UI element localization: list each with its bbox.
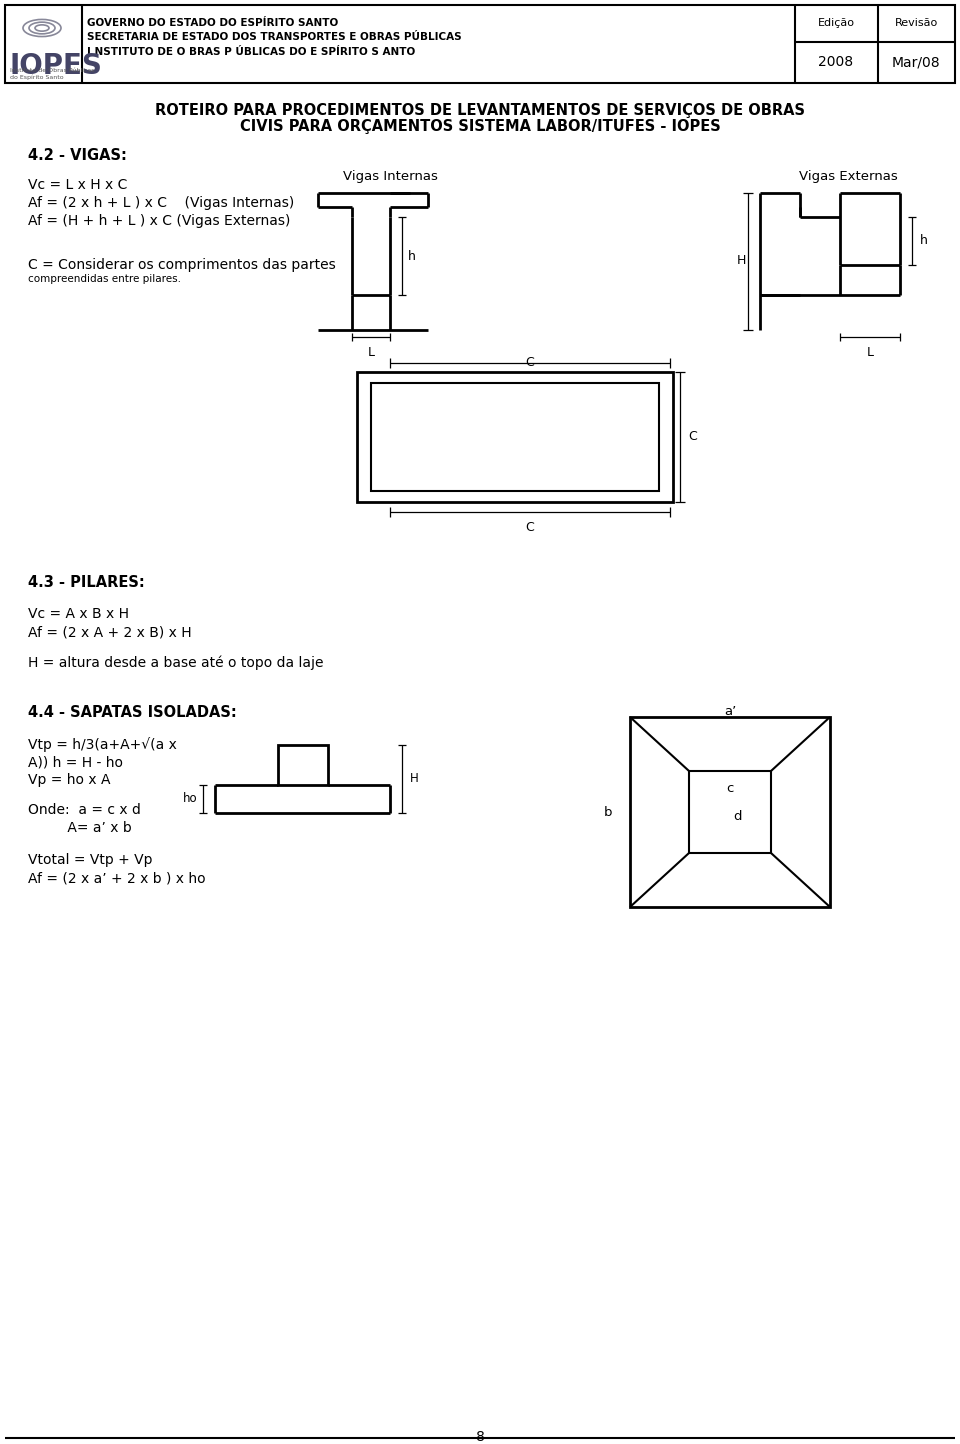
Text: IOPES: IOPES	[10, 52, 103, 79]
Text: compreendidas entre pilares.: compreendidas entre pilares.	[28, 274, 181, 284]
Text: H: H	[737, 254, 746, 267]
Text: ho: ho	[183, 793, 198, 806]
Text: do Espírito Santo: do Espírito Santo	[10, 75, 63, 81]
Text: A= a’ x b: A= a’ x b	[28, 822, 132, 835]
Bar	[5, 4, 955, 82]
Text: Vigas Internas: Vigas Internas	[343, 170, 438, 183]
Bar	[357, 373, 673, 503]
Text: L: L	[368, 347, 374, 360]
Text: Af = (2 x a’ + 2 x b ) x ho: Af = (2 x a’ + 2 x b ) x ho	[28, 871, 205, 885]
Text: L: L	[867, 347, 874, 360]
Text: GOVERNO DO ESTADO DO ESPÍRITO SANTO: GOVERNO DO ESTADO DO ESPÍRITO SANTO	[87, 17, 338, 27]
Text: Mar/08: Mar/08	[892, 55, 940, 69]
Text: Vp = ho x A: Vp = ho x A	[28, 773, 110, 787]
Text: 4.3 - PILARES:: 4.3 - PILARES:	[28, 575, 145, 591]
Text: 4.2 - VIGAS:: 4.2 - VIGAS:	[28, 147, 127, 163]
Text: SECRETARIA DE ESTADO DOS TRANSPORTES E OBRAS PÚBLICAS: SECRETARIA DE ESTADO DOS TRANSPORTES E O…	[87, 32, 462, 42]
Text: a’: a’	[724, 705, 736, 718]
Text: Af = (H + h + L ) x C (Vigas Externas): Af = (H + h + L ) x C (Vigas Externas)	[28, 214, 290, 228]
Text: c: c	[727, 783, 733, 796]
Bar	[278, 745, 328, 786]
Text: Vc = A x B x H: Vc = A x B x H	[28, 606, 129, 621]
Text: ROTEIRO PARA PROCEDIMENTOS DE LEVANTAMENTOS DE SERVIÇOS DE OBRAS: ROTEIRO PARA PROCEDIMENTOS DE LEVANTAMEN…	[155, 103, 805, 118]
Text: C: C	[526, 357, 535, 370]
Text: H = altura desde a base até o topo da laje: H = altura desde a base até o topo da la…	[28, 656, 324, 670]
Text: Af = (2 x A + 2 x B) x H: Af = (2 x A + 2 x B) x H	[28, 625, 192, 640]
Text: d: d	[733, 810, 742, 823]
Text: Revisão: Revisão	[895, 17, 938, 27]
Text: C: C	[526, 521, 535, 534]
Text: h: h	[408, 250, 416, 263]
Text: Edição: Edição	[818, 17, 854, 27]
Text: Onde:  a = c x d: Onde: a = c x d	[28, 803, 141, 817]
Bar	[630, 718, 830, 907]
Text: Af = (2 x h + L ) x C    (Vigas Internas): Af = (2 x h + L ) x C (Vigas Internas)	[28, 196, 295, 209]
Text: b: b	[604, 806, 612, 819]
Text: I NSTITUTO DE O BRAS P ÚBLICAS DO E SPÍRITO S ANTO: I NSTITUTO DE O BRAS P ÚBLICAS DO E SPÍR…	[87, 48, 416, 56]
Text: Vtp = h/3(a+A+√(a x: Vtp = h/3(a+A+√(a x	[28, 736, 177, 752]
Text: 2008: 2008	[819, 55, 853, 69]
Text: Vtotal = Vtp + Vp: Vtotal = Vtp + Vp	[28, 853, 153, 866]
Text: CIVIS PARA ORÇAMENTOS SISTEMA LABOR/ITUFES - IOPES: CIVIS PARA ORÇAMENTOS SISTEMA LABOR/ITUF…	[240, 118, 720, 134]
Text: Vigas Externas: Vigas Externas	[799, 170, 898, 183]
Text: 4.4 - SAPATAS ISOLADAS:: 4.4 - SAPATAS ISOLADAS:	[28, 705, 237, 721]
Text: A)) h = H - ho: A)) h = H - ho	[28, 755, 123, 770]
Text: C: C	[688, 430, 697, 443]
Text: Instituto de Obras Públicas: Instituto de Obras Públicas	[10, 68, 94, 74]
Text: Vc = L x H x C: Vc = L x H x C	[28, 178, 128, 192]
Text: 8: 8	[475, 1430, 485, 1444]
Bar	[689, 771, 771, 853]
Bar	[371, 383, 659, 491]
Text: H: H	[410, 773, 419, 786]
Text: h: h	[920, 234, 928, 247]
Text: C = Considerar os comprimentos das partes: C = Considerar os comprimentos das parte…	[28, 258, 336, 271]
